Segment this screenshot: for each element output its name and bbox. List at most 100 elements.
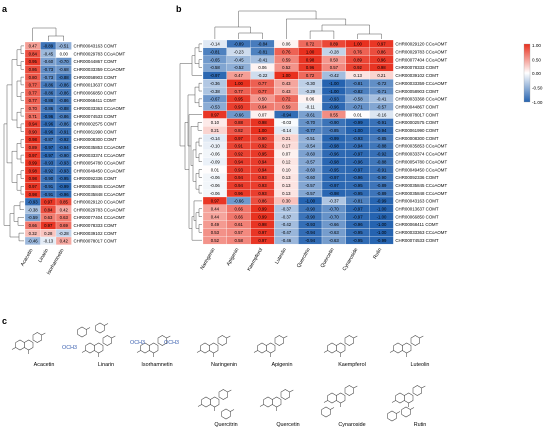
heatmap-b-cell-value: -0.98 — [329, 144, 339, 149]
mol-label-acacetin: Acacetin — [34, 362, 55, 368]
heatmap-b-cell-value: 0.58 — [235, 238, 244, 243]
heatmap-a-row-label: CHR00029783 CCoAOMT — [74, 207, 126, 212]
heatmap-b-cell-value: 0.97 — [211, 112, 220, 117]
heatmap-a-cell-value: -0.93 — [28, 200, 38, 205]
heatmap-a-cell-value: -0.86 — [43, 90, 53, 95]
ring-a — [257, 342, 267, 354]
heatmap-b-cell-value: -0.95 — [353, 238, 363, 243]
heatmap-b-row-label: CHR00035853 CCoAOMT — [395, 144, 447, 149]
ring-b — [218, 389, 228, 400]
dendrogram-branch — [20, 139, 24, 148]
heatmap-b-cell-value: -0.66 — [234, 199, 244, 204]
dendrogram-branch — [195, 212, 199, 229]
ring-b — [32, 332, 42, 343]
heatmap-b-cell-value: -0.95 — [329, 167, 339, 172]
heatmap-a-row-label: CHR00033363 CCoAOMT — [74, 106, 126, 111]
heatmap-a-cell-value: -0.90 — [59, 153, 69, 158]
heatmap-b-cell-value: 0.98 — [258, 222, 267, 227]
heatmap-b-cell-value: -0.81 — [210, 50, 220, 55]
heatmap-b-cell-value: -0.90 — [329, 120, 339, 125]
heatmap-b-cell-value: -0.06 — [210, 183, 220, 188]
sugar-bond — [410, 407, 415, 410]
dendrogram-branch — [309, 30, 335, 39]
heatmap-a-row-label: CHR00078017 COMT — [74, 239, 118, 244]
heatmap-a-cell-value: -0.93 — [59, 161, 69, 166]
dendrogram-branch — [198, 43, 202, 53]
heatmap-b-row-label: CHR00054780 CCoAOMT — [395, 159, 447, 164]
substituent-bond — [353, 335, 358, 339]
colorbar-tick-0.50: 0.50 — [532, 58, 541, 63]
dendrogram-branch — [197, 122, 202, 131]
heatmap-b-cell-value: 0.97 — [377, 42, 386, 47]
heatmap-a-row-label: CHR00033359 CCoAOMT — [74, 67, 126, 72]
dendrogram-branch — [191, 55, 202, 76]
heatmap-b-cell-value: -0.46 — [281, 238, 291, 243]
heatmap-b-cell-value: -0.47 — [281, 230, 291, 235]
heatmap-b-cell-value: -0.38 — [210, 89, 220, 94]
dendrogram-branch — [48, 35, 64, 41]
substituent-bond — [226, 335, 231, 339]
heatmap-b-cell-value: -0.28 — [329, 50, 339, 55]
mol-label-apigenin: Apigenin — [272, 362, 293, 368]
heatmap-b-cell-value: -0.81 — [353, 81, 363, 86]
ring-b — [412, 385, 422, 396]
heatmap-a-row-label: CHR00035853 CCoAOMT — [74, 145, 126, 150]
heatmap-b-row-label: CHR00058903 COMT — [395, 89, 439, 94]
heatmap-b-cell-value: -0.97 — [329, 183, 339, 188]
ring-a — [201, 396, 211, 408]
heatmap-b-cell-value: 0.07 — [258, 112, 267, 117]
substituent-bond — [166, 335, 171, 339]
heatmap-b-cell-value: 0.93 — [235, 104, 244, 109]
ring-c — [402, 342, 412, 354]
heatmap-b-cell-value: 0.43 — [282, 89, 291, 94]
heatmap-a-row-label: CHR00068411 COMT — [74, 98, 117, 103]
molecule-labels: Acacetin Linarin Isorhamnetin Naringenin… — [34, 340, 430, 428]
panel-label-b: b — [176, 4, 182, 14]
dendrogram-b-rows — [179, 43, 202, 241]
dendrogram-branch — [198, 59, 202, 68]
dendrogram-branch — [192, 149, 196, 182]
ring-a — [15, 339, 25, 351]
heatmap-b-cell-value: -0.93 — [329, 97, 339, 102]
heatmap-b-cell-value: 1.00 — [258, 128, 267, 133]
heatmap-b-row-label: CHR00092336 COMT — [395, 175, 439, 180]
heatmap-a-cell-value: -0.99 — [59, 184, 69, 189]
heatmap-a-cell-value: 0.84 — [44, 207, 53, 212]
och3-label-acacetin: OCH3 — [62, 345, 77, 351]
heatmap-a-row-label: CHR00029783 CCoAOMT — [74, 51, 126, 56]
heatmap-b-cell-value: -0.99 — [329, 136, 339, 141]
heatmap-a-cell-value: 0.90 — [29, 129, 38, 134]
dendrogram-branch — [198, 137, 202, 147]
heatmap-b-cell-value: -0.71 — [377, 89, 387, 94]
heatmap-a-row-label: CHR00058903 COMT — [74, 75, 118, 80]
heatmap-b-row-label: CHR00078333 COMT — [395, 65, 439, 70]
mol-label-linarin: Linarin — [98, 362, 114, 368]
dendrogram-branch — [188, 114, 202, 229]
heatmap-b-cell-value: 0.77 — [235, 89, 244, 94]
heatmap-b-cell-value: 0.97 — [235, 136, 244, 141]
mol-label-quercitrin: Quercitrin — [214, 422, 237, 428]
mol-label-quercetin: Quercetin — [276, 422, 299, 428]
dendrogram-branch — [198, 153, 202, 162]
heatmap-b-cell-value: 0.98 — [377, 65, 386, 70]
heatmap-a-cell-value: 0.63 — [44, 215, 53, 220]
heatmap-a-cell-value: -0.95 — [59, 176, 69, 181]
heatmap-b-cell-value: -0.45 — [234, 57, 244, 62]
heatmap-b-cell-value: -0.42 — [329, 73, 339, 78]
dendrogram-branch — [187, 94, 195, 147]
heatmap-a-cell-value: -0.86 — [59, 122, 69, 127]
sugar-bond — [86, 327, 91, 330]
heatmap-b-cell-value: 0.94 — [258, 167, 267, 172]
ring-a — [393, 342, 403, 354]
heatmap-a-cell-value: -0.88 — [59, 75, 69, 80]
heatmap-a-row-label: CHR00078333 COMT — [74, 223, 118, 228]
heatmap-b-cell-value: -0.97 — [353, 214, 363, 219]
heatmap-a-row-label: CHR00044867 COMT — [74, 59, 118, 64]
heatmap-b-row-label: CHR00029783 CCoAOMT — [395, 50, 447, 55]
heatmap-a-cell-value: 0.97 — [29, 153, 38, 158]
heatmap-b-cell-value: 1.00 — [306, 50, 315, 55]
heatmap-b-column-label: Luteolin — [274, 247, 288, 265]
heatmap-b-row-label: CHR00033363 CCoAOMT — [395, 230, 447, 235]
heatmap-a-cell-value: 0.89 — [29, 145, 38, 150]
